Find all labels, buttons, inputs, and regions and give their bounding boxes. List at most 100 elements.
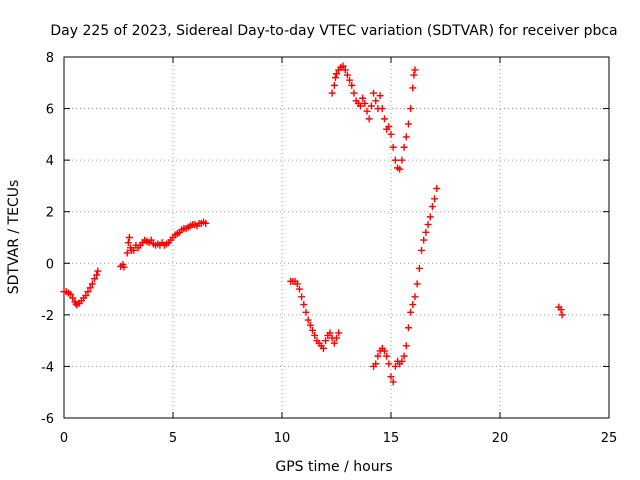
data-point [120, 263, 128, 271]
data-point [331, 74, 339, 82]
data-point [558, 311, 566, 319]
data-point [402, 342, 410, 350]
data-point [343, 71, 351, 79]
data-point [383, 352, 391, 360]
data-point [367, 102, 375, 110]
data-point [411, 293, 419, 301]
data-point [385, 360, 393, 368]
data-point [346, 76, 354, 84]
data-point [370, 89, 378, 97]
data-point [387, 373, 395, 381]
data-point [413, 280, 421, 288]
x-tick-label: 10 [274, 431, 291, 446]
data-point [130, 246, 138, 254]
data-point [557, 306, 565, 314]
data-point [433, 185, 441, 193]
data-point [410, 71, 418, 79]
data-point [333, 70, 340, 78]
data-point [335, 329, 343, 337]
data-point [88, 280, 96, 288]
data-point [431, 195, 439, 203]
y-tick-label: -4 [41, 360, 54, 375]
data-point [359, 94, 367, 102]
data-point [391, 362, 399, 370]
data-point [409, 84, 417, 92]
data-point [82, 292, 90, 300]
data-point [302, 308, 310, 316]
data-point [372, 97, 380, 105]
data-point [67, 290, 75, 298]
grid [64, 57, 609, 418]
x-axis-label: GPS time / hours [275, 459, 392, 475]
data-point [400, 352, 408, 360]
data-point [422, 228, 430, 236]
x-tick-label: 20 [492, 431, 509, 446]
data-point [330, 339, 338, 347]
data-point [407, 308, 415, 316]
data-point [72, 300, 80, 308]
data-point [322, 337, 330, 345]
data-point [341, 66, 349, 74]
data-point [93, 271, 101, 279]
data-point [306, 321, 314, 329]
data-point [378, 105, 386, 113]
data-point [339, 62, 347, 70]
data-point [398, 357, 406, 365]
data-point [426, 213, 434, 221]
data-point [304, 316, 312, 324]
data-point [398, 156, 406, 164]
data-point [380, 115, 388, 123]
data-point [361, 99, 369, 107]
data-point [365, 115, 373, 123]
data-point [418, 246, 426, 254]
data-point [404, 120, 412, 128]
data-point [300, 301, 308, 309]
data-point [415, 264, 423, 272]
data-point [309, 326, 317, 334]
y-tick-label: 6 [46, 103, 54, 118]
x-tick-label: 25 [601, 431, 618, 446]
data-point [326, 329, 334, 337]
x-tick-label: 0 [60, 431, 68, 446]
data-point [389, 378, 397, 386]
data-point [293, 280, 301, 288]
y-tick-label: 4 [46, 154, 54, 169]
x-tick-label: 5 [169, 431, 177, 446]
x-axis: 0 5 10 15 20 25 [60, 57, 617, 446]
y-tick-label: 8 [46, 51, 54, 66]
data-point [411, 66, 419, 74]
data-point [91, 275, 99, 283]
data-point [333, 334, 340, 342]
data-point [86, 284, 94, 292]
data-point [380, 347, 388, 355]
data-point [385, 123, 393, 131]
data-point [363, 107, 371, 115]
data-point [319, 344, 327, 352]
data-point [376, 92, 384, 100]
data-point [409, 301, 417, 309]
data-point [374, 352, 382, 360]
data-point [402, 133, 410, 141]
x-tick-label: 15 [383, 431, 400, 446]
y-tick-label: 2 [46, 206, 54, 221]
data-point [404, 324, 412, 332]
data-point [124, 239, 132, 247]
y-tick-label: 0 [46, 257, 54, 272]
data-point [387, 130, 395, 138]
chart-title: Day 225 of 2023, Sidereal Day-to-day VTE… [50, 23, 617, 39]
data-point [328, 89, 336, 97]
data-point [94, 267, 102, 275]
data-point [428, 203, 436, 211]
y-axis-label: SDTVAR / TECUs [6, 180, 22, 295]
data-points [60, 62, 566, 386]
data-point [295, 285, 303, 293]
data-point [311, 331, 319, 339]
data-point [298, 293, 306, 301]
data-point [391, 156, 399, 164]
y-tick-label: -2 [41, 309, 54, 324]
data-point [125, 234, 133, 241]
data-point [407, 105, 415, 113]
data-point [372, 360, 380, 368]
data-point [202, 219, 210, 227]
